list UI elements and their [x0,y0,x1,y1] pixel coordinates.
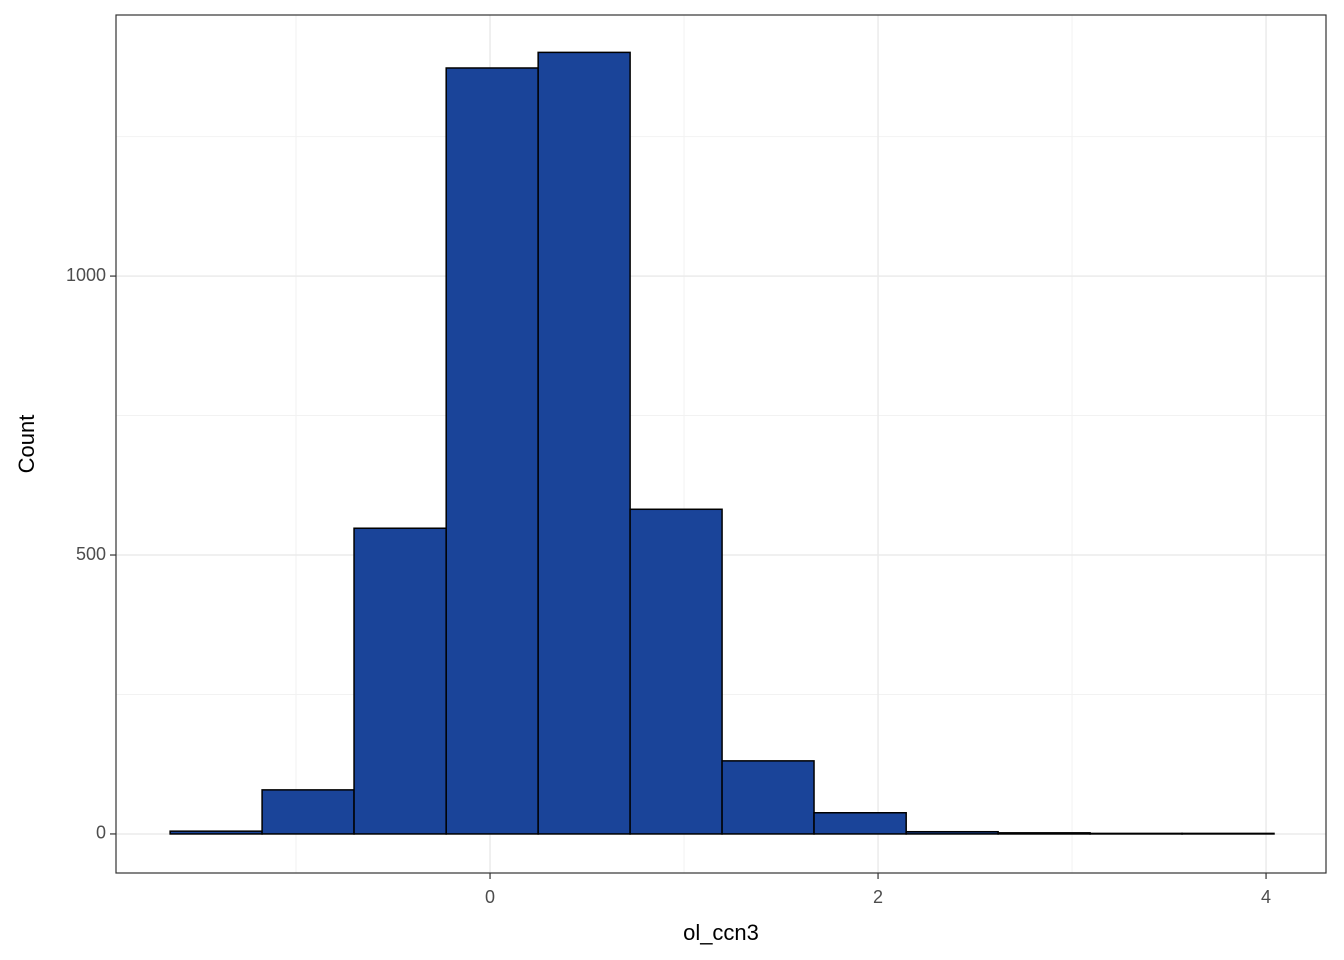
bar [353,527,447,835]
bar [629,508,723,835]
bar [813,812,907,835]
x-tick-label: 0 [485,887,495,907]
axes: 0 2 4 0 500 1000 [66,265,1271,907]
bar [537,51,631,835]
y-tick-label: 1000 [66,265,106,285]
x-tick-label: 2 [873,887,883,907]
bar [169,830,263,835]
bar [905,830,999,835]
bar [1089,832,1183,835]
bar [721,760,815,835]
panel-border [115,14,1327,874]
bars [169,51,1275,835]
y-tick-label: 0 [96,823,106,843]
bar [261,789,355,835]
x-tick-label: 4 [1261,887,1271,907]
bar [997,832,1091,835]
bar [445,67,539,835]
y-axis-title: Count [14,415,39,474]
y-tick-label: 500 [76,544,106,564]
x-axis-title: ol_ccn3 [683,920,759,945]
bar [1181,832,1275,835]
